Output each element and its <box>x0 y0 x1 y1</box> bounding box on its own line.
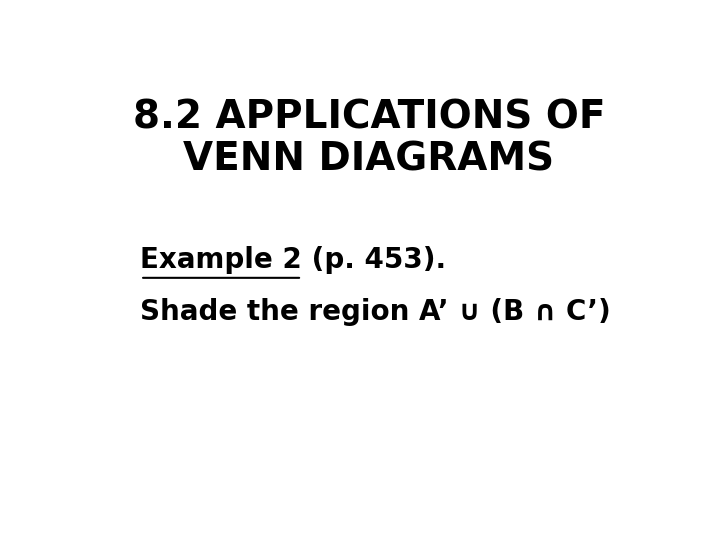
Text: (p. 453).: (p. 453). <box>302 246 446 274</box>
Text: Shade the region A’ ∪ (B ∩ C’): Shade the region A’ ∪ (B ∩ C’) <box>140 298 611 326</box>
Text: 8.2 APPLICATIONS OF
VENN DIAGRAMS: 8.2 APPLICATIONS OF VENN DIAGRAMS <box>132 98 606 179</box>
Text: Example 2: Example 2 <box>140 246 302 274</box>
